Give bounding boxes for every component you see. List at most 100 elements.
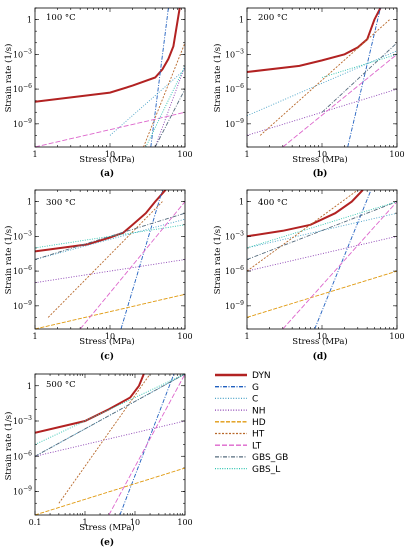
y-tick-label: 10−6 bbox=[225, 265, 244, 276]
y-tick-label: 10−3 bbox=[13, 415, 32, 426]
plot-frame bbox=[34, 189, 186, 330]
y-tick-label: 10−9 bbox=[225, 118, 244, 129]
x-tick-label: 10 bbox=[317, 332, 327, 341]
panel-a-title: 100 °C bbox=[46, 13, 76, 23]
panel-b-xlabel: Stress (MPa) bbox=[292, 154, 348, 165]
panel-c: 300 °C Stress (MPa) Strain rate (1/s) (c… bbox=[3, 198, 135, 362]
legend-label: G bbox=[252, 383, 259, 393]
y-tick-label: 1 bbox=[239, 16, 244, 25]
panel-e: 500 °C Stress (MPa) Strain rate (1/s) (e… bbox=[3, 380, 135, 548]
legend-item-dyn: DYN bbox=[215, 371, 271, 381]
legend-label: GBS_L bbox=[252, 465, 280, 475]
x-tick-label: 0.1 bbox=[29, 518, 42, 527]
plot-area-3: 1 10 100 10−9 10−6 10−3 1 bbox=[225, 189, 405, 341]
x-tick-label: 100 bbox=[177, 332, 192, 341]
series-c bbox=[35, 218, 185, 260]
x-tick-label: 10 bbox=[130, 518, 140, 527]
series-gbs-gb bbox=[321, 42, 397, 113]
y-tick-label: 10−3 bbox=[13, 230, 32, 241]
x-tick-label: 100 bbox=[389, 150, 404, 159]
x-tick-label: 1 bbox=[244, 332, 249, 341]
panel-b: 200 °C Stress (MPa) Strain rate (1/s) (b… bbox=[212, 13, 348, 179]
panel-e-xlabel: Stress (MPa) bbox=[79, 522, 135, 533]
legend-item-gbs-gb: GBS_GB bbox=[215, 453, 288, 463]
series-hd bbox=[35, 293, 185, 329]
y-tick-label: 10−9 bbox=[225, 300, 244, 311]
series-gbs-l bbox=[247, 201, 397, 249]
y-tick-label: 10−6 bbox=[13, 83, 32, 94]
panel-d-ylabel: Strain rate (1/s) bbox=[212, 226, 223, 295]
plot-frame bbox=[34, 7, 186, 148]
series-lt bbox=[108, 374, 185, 515]
series-nh bbox=[247, 235, 397, 272]
y-tick-label: 10−6 bbox=[13, 265, 32, 276]
series-dyn bbox=[35, 190, 167, 253]
y-tick-label: 10−3 bbox=[225, 230, 244, 241]
x-tick-label: 10 bbox=[105, 150, 115, 159]
legend-label: LT bbox=[252, 441, 262, 451]
series-g bbox=[347, 8, 381, 147]
x-tick-label: 10 bbox=[317, 150, 327, 159]
panel-a-label: (a) bbox=[100, 168, 114, 179]
legend-label: HD bbox=[252, 418, 266, 428]
series-dyn bbox=[247, 190, 364, 238]
legend-item-hd: HD bbox=[215, 418, 266, 428]
x-tick-label: 10 bbox=[105, 332, 115, 341]
x-tick-label: 100 bbox=[389, 332, 404, 341]
series-ht bbox=[58, 374, 151, 504]
legend-label: C bbox=[252, 395, 258, 405]
series-lt bbox=[35, 111, 185, 147]
series-c bbox=[247, 50, 397, 117]
panel-d-xlabel: Stress (MPa) bbox=[292, 336, 348, 347]
panel-e-title: 500 °C bbox=[46, 380, 76, 390]
series-c bbox=[247, 212, 397, 249]
series-gbs-gb bbox=[247, 201, 397, 260]
legend-item-gbs-l: GBS_L bbox=[215, 465, 280, 475]
panel-c-title: 300 °C bbox=[46, 198, 76, 208]
y-tick-label: 10−9 bbox=[13, 300, 32, 311]
series-dyn bbox=[35, 374, 145, 434]
plot-area-0: 1 10 100 10−9 10−6 10−3 1 bbox=[13, 7, 193, 159]
panel-c-ylabel: Strain rate (1/s) bbox=[3, 226, 14, 295]
y-tick-label: 10−6 bbox=[13, 450, 32, 461]
y-tick-label: 10−9 bbox=[13, 486, 32, 497]
y-tick-label: 1 bbox=[27, 382, 32, 391]
series-g bbox=[120, 190, 163, 329]
panel-e-label: (e) bbox=[100, 537, 114, 548]
y-tick-label: 1 bbox=[27, 16, 32, 25]
panel-d-title: 400 °C bbox=[258, 198, 288, 208]
series-gbs-l bbox=[321, 53, 397, 78]
series-g bbox=[314, 190, 372, 329]
x-tick-label: 100 bbox=[177, 150, 192, 159]
legend-item-nh: NH bbox=[215, 406, 266, 416]
plot-frame bbox=[246, 189, 398, 330]
x-tick-label: 1 bbox=[244, 150, 249, 159]
series-lt bbox=[282, 53, 397, 147]
plot-area-2: 1 10 100 10−9 10−6 10−3 1 bbox=[13, 189, 193, 341]
panel-b-label: (b) bbox=[313, 168, 328, 179]
legend-label: GBS_GB bbox=[252, 453, 288, 463]
legend-item-g: G bbox=[215, 383, 259, 393]
legend-label: NH bbox=[252, 406, 266, 416]
panel-b-title: 200 °C bbox=[258, 13, 288, 23]
series-c bbox=[109, 69, 185, 136]
panel-a: 100 °C Stress (MPa) Strain rate (1/s) (a… bbox=[3, 13, 135, 179]
series-gbs-gb bbox=[154, 88, 185, 147]
panel-c-xlabel: Stress (MPa) bbox=[79, 336, 135, 347]
series-gbs-l bbox=[145, 65, 185, 147]
legend-item-lt: LT bbox=[215, 441, 262, 451]
panel-d-label: (d) bbox=[313, 351, 328, 362]
y-tick-label: 10−6 bbox=[225, 83, 244, 94]
series-ht bbox=[247, 190, 359, 272]
legend-item-ht: HT bbox=[215, 430, 265, 440]
series-nh bbox=[35, 420, 185, 457]
series-hd bbox=[247, 270, 397, 318]
series-dyn bbox=[247, 8, 382, 73]
panel-d: 400 °C Stress (MPa) Strain rate (1/s) (d… bbox=[212, 198, 348, 362]
x-tick-label: 100 bbox=[177, 518, 192, 527]
series-lt bbox=[282, 201, 397, 329]
series-gbs-gb bbox=[35, 212, 185, 260]
series-nh bbox=[35, 259, 185, 284]
